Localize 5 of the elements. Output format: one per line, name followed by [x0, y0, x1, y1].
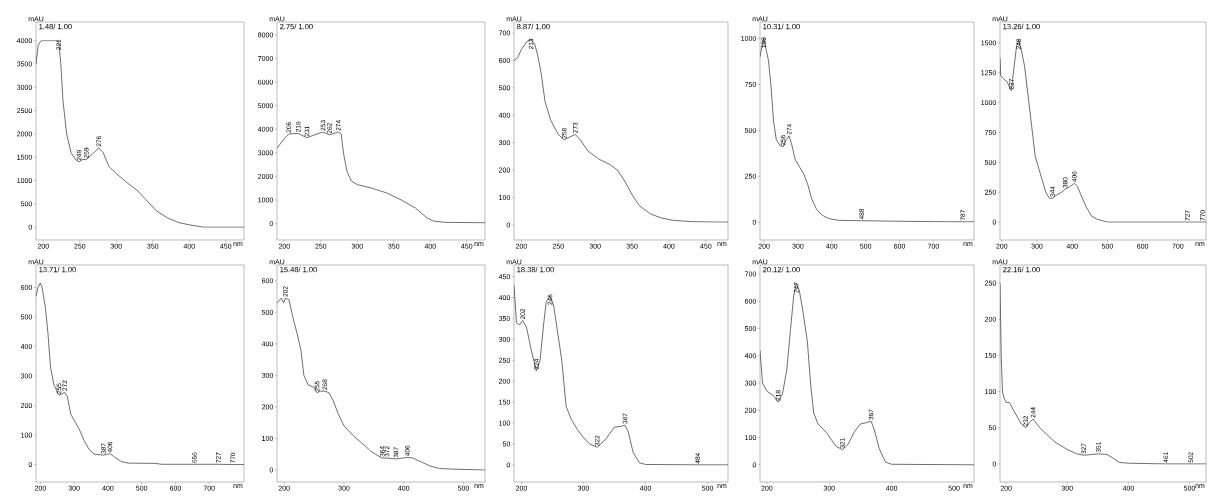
- line-series: [760, 38, 975, 223]
- line-series: [1000, 39, 1207, 223]
- line-series: [514, 39, 729, 223]
- line-series: [277, 297, 486, 471]
- line-series: [760, 283, 975, 466]
